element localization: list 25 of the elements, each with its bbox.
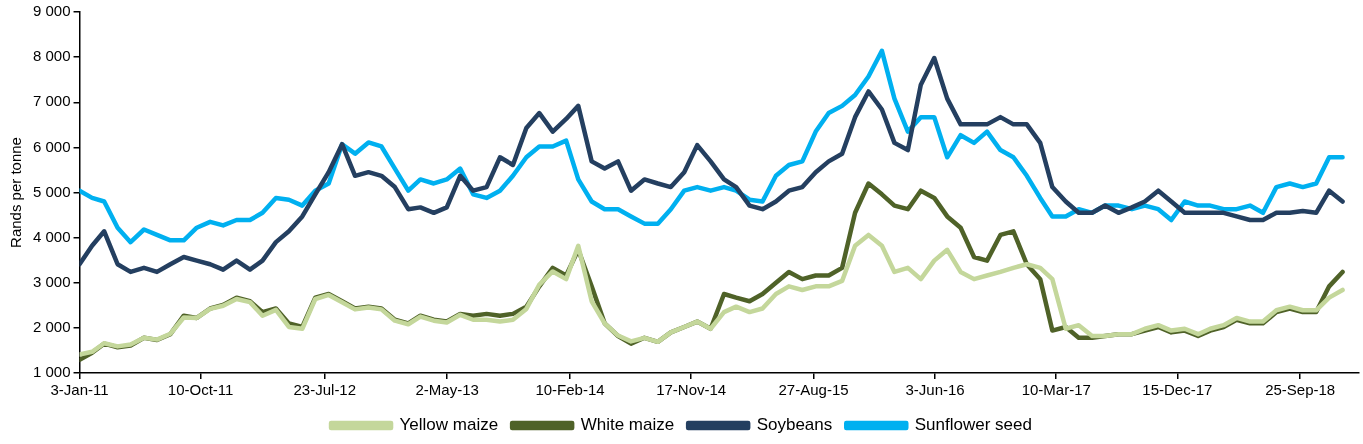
x-tick-label: 2-May-13: [415, 381, 479, 399]
x-tick-label: 10-Oct-11: [167, 381, 234, 399]
x-tick-label: 25-Sep-18: [1265, 381, 1336, 399]
y-tick-label: 7 000: [32, 92, 71, 110]
x-tick-label: 23-Jul-12: [293, 381, 357, 399]
y-tick-label: 2 000: [32, 318, 71, 336]
legend-label: Sunflower seed: [914, 415, 1032, 435]
y-tick-label: 8 000: [32, 47, 71, 65]
x-tick-label: 3-Jan-11: [50, 381, 109, 399]
x-tick-label: 15-Dec-17: [1142, 381, 1213, 399]
x-tick-label: 10-Mar-17: [1021, 381, 1091, 399]
legend-label: Soybeans: [756, 415, 833, 435]
x-tick-label: 27-Aug-15: [778, 381, 849, 399]
legend-label: Yellow maize: [399, 415, 499, 435]
x-tick-label: 3-Jun-16: [905, 381, 965, 399]
y-axis-title: Rands per tonne: [7, 137, 25, 248]
x-tick-label: 10-Feb-14: [535, 381, 605, 399]
y-tick-label: 5 000: [32, 182, 71, 200]
x-tick-label: 17-Nov-14: [656, 381, 727, 399]
y-tick-label: 6 000: [32, 137, 71, 155]
y-tick-label: 1 000: [32, 363, 71, 381]
legend-label: White maize: [580, 415, 675, 435]
y-tick-label: 4 000: [32, 227, 71, 245]
y-tick-label: 9 000: [32, 2, 71, 20]
y-tick-label: 3 000: [32, 272, 71, 290]
